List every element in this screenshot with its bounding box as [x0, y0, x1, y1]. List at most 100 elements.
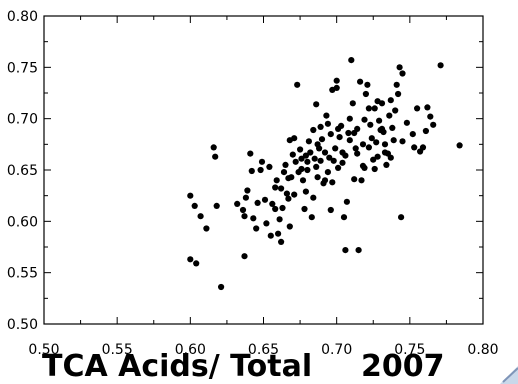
data-point	[351, 176, 358, 183]
data-point	[247, 150, 254, 157]
data-point	[313, 101, 320, 108]
data-point	[314, 174, 321, 181]
data-point	[399, 70, 406, 77]
data-point	[302, 188, 309, 195]
data-point	[403, 119, 410, 126]
x-axis-label: TCA Acids/ Total	[42, 349, 312, 384]
data-point	[392, 107, 399, 114]
data-point	[213, 202, 220, 209]
data-point	[349, 100, 356, 107]
data-point	[357, 78, 364, 85]
data-point	[335, 164, 342, 171]
data-point	[343, 198, 350, 205]
y-axis: 0.50 0.55 0.60 0.65 0.70 0.75 0.80	[7, 9, 483, 333]
data-point	[272, 184, 279, 191]
data-point	[269, 200, 276, 207]
y-tick-label: 0.55	[7, 266, 38, 282]
data-point	[266, 163, 273, 170]
data-point	[352, 145, 359, 152]
data-point	[318, 136, 326, 143]
data-point	[339, 159, 346, 166]
data-point	[358, 177, 365, 184]
data-point	[278, 185, 285, 192]
y-tick-label: 0.80	[7, 9, 38, 25]
data-point	[376, 117, 383, 124]
data-point	[327, 131, 334, 138]
data-point	[197, 213, 204, 220]
data-point	[437, 62, 444, 69]
year-annotation: 2007	[361, 349, 445, 384]
data-point	[187, 256, 194, 263]
data-point	[354, 125, 361, 132]
y-tick-label: 0.65	[7, 163, 38, 179]
data-point	[365, 105, 372, 112]
data-point	[317, 123, 324, 130]
data-point	[342, 247, 349, 254]
data-point	[374, 153, 381, 160]
data-point	[210, 144, 217, 151]
data-point	[234, 200, 241, 207]
data-point	[321, 149, 329, 156]
data-point	[314, 141, 321, 148]
data-point	[427, 113, 434, 120]
data-point	[364, 81, 371, 88]
data-point	[329, 179, 336, 186]
data-point	[373, 139, 380, 146]
data-point	[310, 126, 317, 134]
data-point	[250, 215, 257, 222]
data-point	[203, 225, 210, 232]
data-point	[411, 144, 418, 151]
data-point	[346, 115, 353, 122]
data-point	[362, 90, 369, 98]
data-point	[239, 206, 247, 214]
data-point	[254, 199, 261, 206]
data-point	[276, 216, 283, 223]
data-point	[258, 158, 266, 165]
data-point	[330, 157, 337, 164]
data-point	[307, 149, 314, 156]
x-tick-label: 0.65	[248, 342, 279, 358]
data-point	[285, 195, 292, 202]
data-point	[327, 206, 334, 214]
data-point	[359, 162, 367, 169]
data-point	[374, 98, 381, 105]
data-point	[308, 214, 315, 221]
data-point	[393, 81, 400, 88]
data-point	[370, 156, 377, 163]
data-point	[346, 137, 353, 144]
data-point	[261, 196, 269, 203]
data-points	[187, 57, 463, 291]
data-point	[253, 225, 260, 232]
data-point	[285, 175, 292, 182]
data-point	[387, 97, 394, 104]
data-point	[399, 138, 406, 145]
data-point	[187, 192, 194, 199]
data-point	[267, 232, 274, 239]
data-point	[275, 230, 282, 237]
data-point	[278, 238, 285, 245]
data-point	[302, 152, 309, 159]
corner-decoration-stroke	[502, 367, 518, 383]
data-point	[298, 155, 305, 162]
data-point	[336, 134, 343, 141]
data-point	[348, 57, 355, 64]
data-point	[335, 125, 342, 132]
data-point	[398, 214, 405, 221]
data-point	[301, 205, 308, 213]
data-point	[283, 190, 290, 197]
data-point	[292, 158, 299, 165]
data-point	[342, 152, 349, 159]
data-point	[359, 141, 367, 148]
data-point	[365, 144, 372, 151]
y-tick-label: 0.60	[7, 214, 38, 230]
data-point	[386, 112, 393, 119]
data-point	[273, 177, 280, 184]
data-point	[430, 121, 437, 128]
data-point	[311, 155, 318, 162]
y-tick-label: 0.50	[7, 317, 38, 333]
data-point	[242, 194, 249, 201]
data-point	[305, 138, 312, 145]
data-point	[340, 214, 348, 221]
data-point	[323, 112, 330, 119]
data-point	[279, 204, 286, 212]
